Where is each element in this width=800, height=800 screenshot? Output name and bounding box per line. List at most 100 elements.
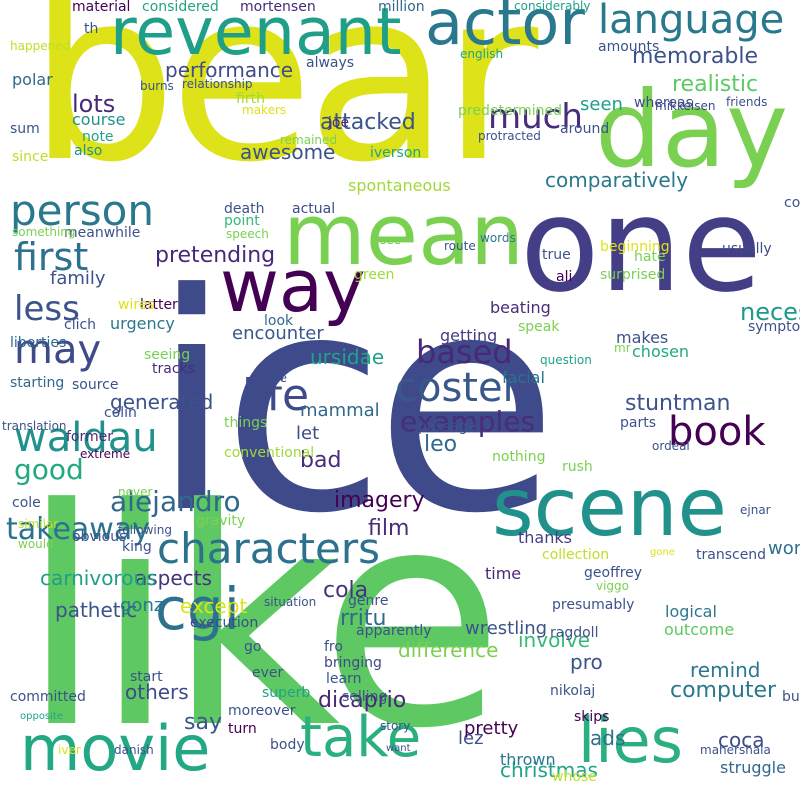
word: considerably <box>514 0 591 13</box>
word: death <box>224 201 265 217</box>
word: see <box>380 233 402 247</box>
word: route <box>444 239 476 253</box>
word: committed <box>10 689 86 705</box>
word: examples <box>400 405 536 438</box>
word: computer <box>670 678 777 703</box>
word: rritu <box>340 606 387 631</box>
word: ever <box>252 665 284 681</box>
word: considered <box>142 0 219 15</box>
word: mr <box>614 341 631 355</box>
word: beating <box>490 298 551 317</box>
word: day <box>595 69 789 191</box>
word: christmas <box>500 758 598 782</box>
word: take <box>300 705 422 770</box>
word: necessarily <box>740 298 800 326</box>
word: predetermined <box>458 103 562 119</box>
word: life <box>242 370 310 421</box>
word: lies <box>578 704 683 777</box>
word: nothing <box>492 449 546 465</box>
word: lots <box>72 90 116 118</box>
word: colin <box>104 405 137 421</box>
word: carnivorous <box>40 566 157 590</box>
word: protracted <box>478 129 541 143</box>
word: pretty <box>464 718 519 739</box>
word: around <box>560 121 610 137</box>
word: turn <box>228 721 257 737</box>
word: fro <box>324 639 343 655</box>
word: good <box>14 453 84 486</box>
word: amounts <box>598 39 660 55</box>
word: remained <box>280 133 338 147</box>
word: latter <box>140 297 178 313</box>
word: mikkelsen <box>655 99 716 113</box>
word: actual <box>292 201 336 217</box>
word: happened <box>10 39 71 53</box>
word: tracks <box>152 361 195 377</box>
word: realistic <box>672 72 759 97</box>
word: english <box>460 47 504 61</box>
word: coca <box>718 728 765 752</box>
word: speak <box>518 319 560 335</box>
word: clich <box>64 317 97 333</box>
word: seeing <box>144 347 191 363</box>
word: first <box>14 235 89 279</box>
word: obvious <box>72 529 127 545</box>
word: way <box>220 244 366 328</box>
word: cole <box>12 495 41 511</box>
word: extreme <box>80 447 131 461</box>
word: involve <box>518 628 591 652</box>
word: less <box>14 289 80 329</box>
word: ali <box>556 269 573 285</box>
word: awesome <box>240 140 336 164</box>
word: seen <box>580 94 623 115</box>
word: opposite <box>20 711 63 722</box>
word: except <box>180 594 248 618</box>
word: million <box>378 0 425 15</box>
word: nikolaj <box>550 683 596 699</box>
word: friends <box>726 95 768 109</box>
word: encounter <box>232 323 324 344</box>
word: pathetic <box>55 598 138 622</box>
word: generated <box>110 390 214 414</box>
word: wires <box>118 297 155 313</box>
word: danish <box>114 743 154 757</box>
word: source <box>72 377 119 393</box>
word: makes <box>616 328 669 347</box>
word: note <box>82 129 114 145</box>
word: story <box>380 719 411 733</box>
word: course <box>72 110 126 129</box>
word: symptomatic <box>748 319 800 335</box>
word: remind <box>690 658 761 682</box>
word: question <box>540 353 592 367</box>
word: mammal <box>300 400 380 421</box>
word: attacked <box>320 110 416 135</box>
word: language <box>598 0 785 43</box>
word: stuntman <box>625 391 731 416</box>
word: king <box>122 539 152 555</box>
word: burns <box>140 79 174 93</box>
word: characters <box>157 524 381 573</box>
word: struggle <box>720 758 786 777</box>
word: ads <box>590 726 626 750</box>
word: transcend <box>696 547 767 563</box>
word: green <box>354 267 395 283</box>
word: worse <box>768 538 800 559</box>
word: iverson <box>370 145 422 161</box>
word: meanwhile <box>64 225 141 241</box>
word: firth <box>236 91 265 107</box>
word: memorable <box>632 44 758 69</box>
word: parts <box>620 415 657 431</box>
word: let <box>296 423 320 444</box>
word: book <box>668 409 766 455</box>
word: former <box>66 429 114 445</box>
word: would <box>18 537 54 551</box>
word: relationship <box>182 77 253 91</box>
word: comparatively <box>545 168 689 192</box>
word: speech <box>226 227 269 241</box>
word: family <box>50 268 106 289</box>
word: pretending <box>155 243 276 268</box>
word: ragdoll <box>550 625 599 641</box>
word: movie <box>20 712 211 785</box>
word: mahershala <box>700 743 771 757</box>
word: beginning <box>600 239 670 255</box>
